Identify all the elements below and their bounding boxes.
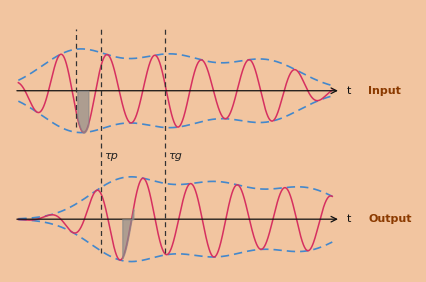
Text: τp: τp (104, 151, 118, 161)
Text: Output: Output (368, 214, 411, 224)
Text: Input: Input (368, 86, 400, 96)
Text: τg: τg (168, 151, 181, 161)
Text: t: t (346, 86, 351, 96)
Text: t: t (346, 214, 351, 224)
